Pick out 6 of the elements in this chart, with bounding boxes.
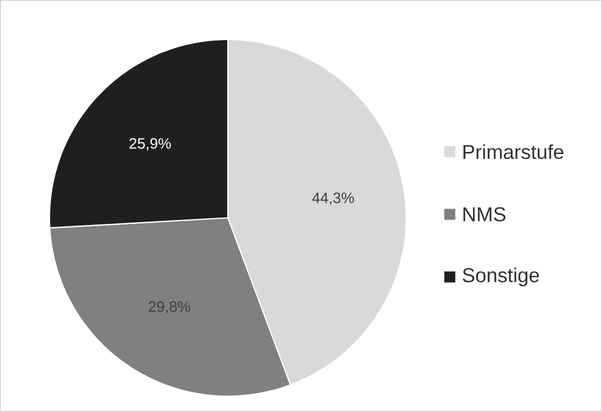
data-label: 44,3% — [312, 192, 354, 206]
legend-label: Sonstige — [462, 268, 539, 286]
legend-label: Primarstufe — [463, 144, 564, 160]
legend-label: NMS — [463, 207, 506, 222]
data-label: 29,8% — [148, 301, 190, 314]
data-label: 25,9% — [130, 138, 171, 151]
